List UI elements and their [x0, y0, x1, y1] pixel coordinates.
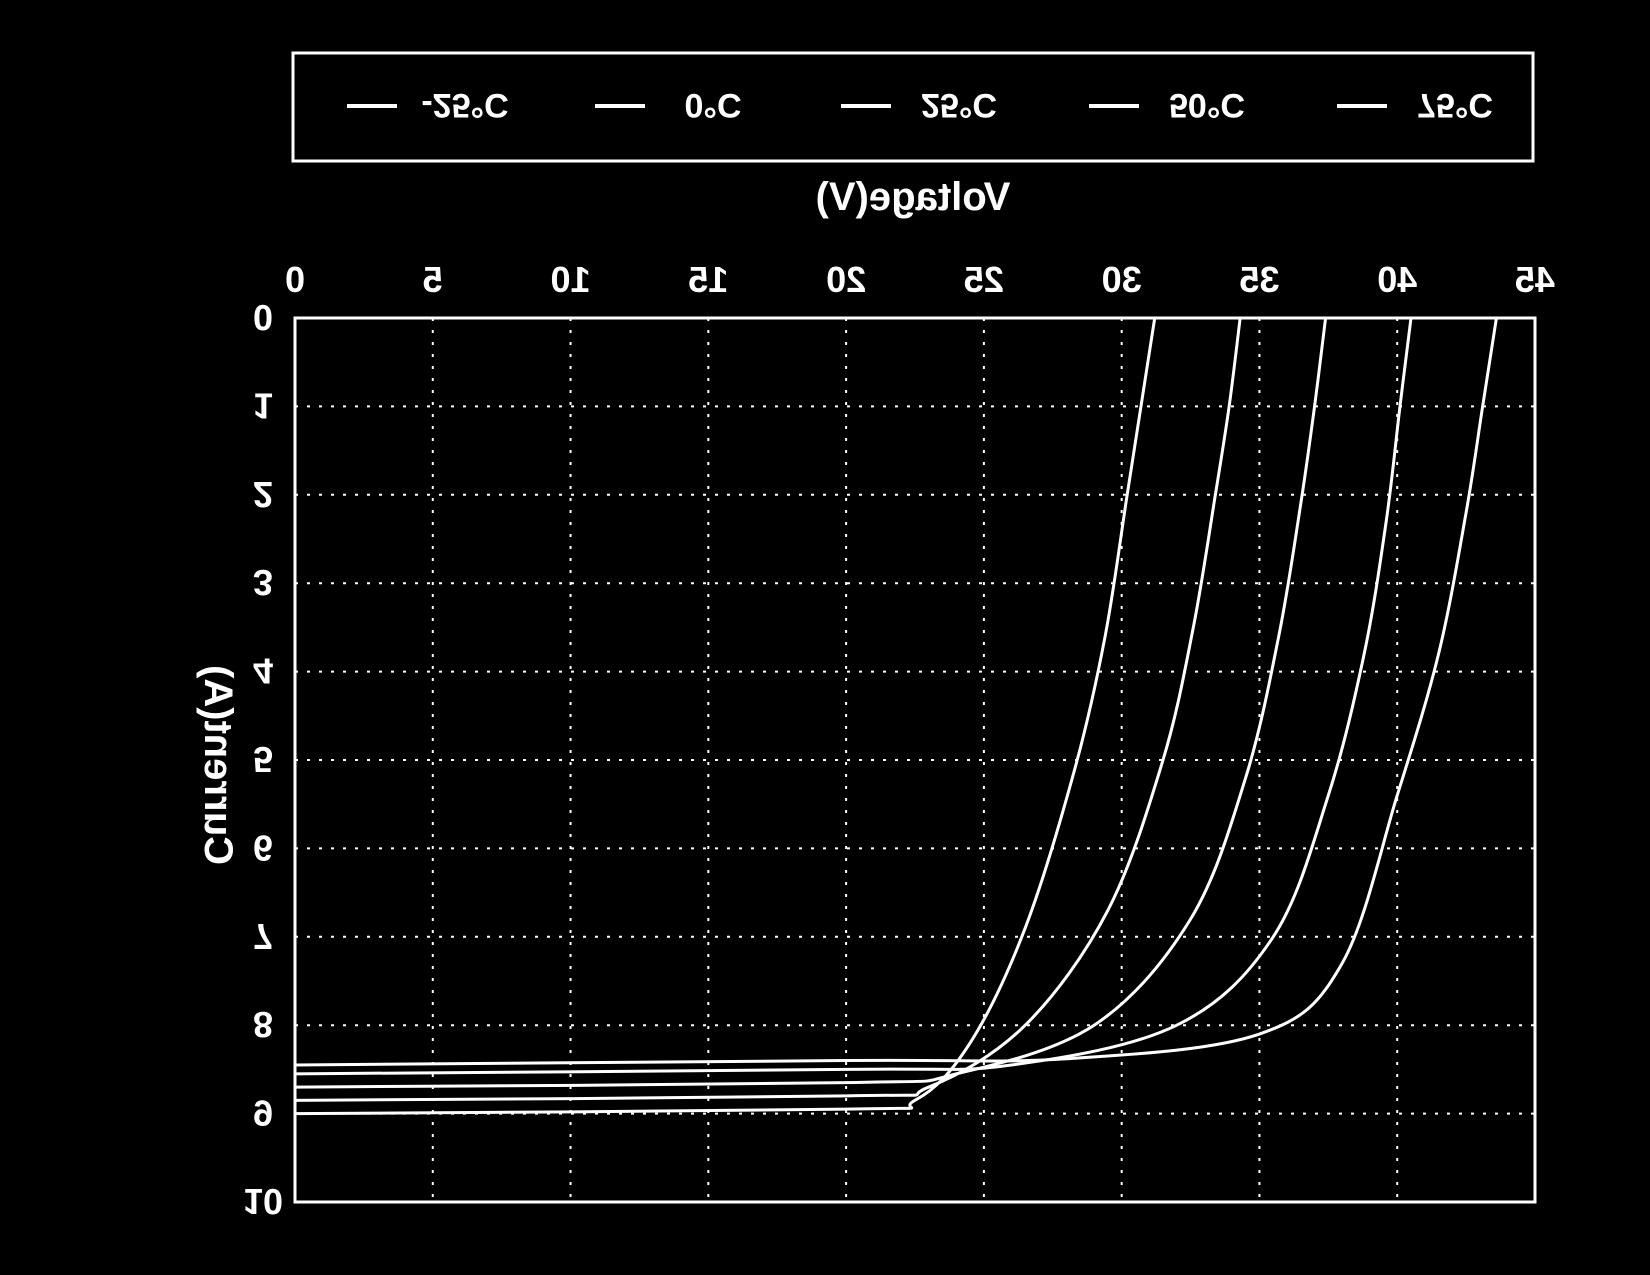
- legend-label: -25°C: [421, 86, 508, 124]
- x-tick-label: 25: [964, 259, 1004, 300]
- legend-box: [291, 51, 1535, 163]
- legend-label: 25°C: [921, 86, 997, 124]
- y-tick-label: 2: [253, 474, 273, 515]
- y-axis-label: Current(A): [196, 665, 240, 865]
- y-tick-label: 6: [253, 827, 273, 868]
- legend-items: -25°C 0°C 25°C 50°C 75°C: [347, 86, 1493, 124]
- x-tick-label: 0: [285, 259, 305, 300]
- series-curve--25°C: [294, 317, 1498, 1067]
- y-tick-label: 9: [253, 1093, 273, 1134]
- y-tick-label: 8: [253, 1004, 273, 1045]
- y-tick-label: 1: [253, 385, 273, 426]
- x-tick-label: 40: [1377, 259, 1417, 300]
- y-tick-labels: 0 1 2 3 4 5 6 7 8 9 10: [243, 297, 283, 1222]
- x-tick-label: 45: [1515, 259, 1555, 300]
- series-curve-0°C: [294, 317, 1413, 1076]
- series-curve-50°C: [294, 317, 1242, 1102]
- y-tick-label: 4: [253, 651, 273, 692]
- plot-frame: [293, 316, 1537, 1204]
- y-tick-label: 10: [243, 1181, 283, 1222]
- y-tick-label: 7: [253, 916, 273, 957]
- y-tick-label: 3: [253, 562, 273, 603]
- y-tick-label: 0: [253, 297, 273, 338]
- x-tick-label: 15: [688, 259, 728, 300]
- data-curves: [294, 317, 1498, 1116]
- x-tick-labels: 0 5 10 15 20 25 30 35 40 45: [285, 259, 1555, 300]
- y-tick-label: 5: [253, 739, 273, 780]
- legend: -25°C 0°C 25°C 50°C 75°C: [291, 51, 1535, 163]
- series-curve-75°C: [294, 317, 1157, 1116]
- x-axis-label: Voltage(V): [816, 175, 1011, 219]
- x-tick-label: 10: [551, 259, 591, 300]
- series-curve-25°C: [294, 317, 1328, 1089]
- x-tick-label: 30: [1102, 259, 1142, 300]
- x-tick-label: 35: [1239, 259, 1279, 300]
- legend-label: 50°C: [1169, 86, 1245, 124]
- legend-label: 75°C: [1417, 86, 1493, 124]
- legend-label: 0°C: [684, 86, 741, 124]
- x-tick-label: 20: [826, 259, 866, 300]
- x-tick-label: 5: [423, 259, 443, 300]
